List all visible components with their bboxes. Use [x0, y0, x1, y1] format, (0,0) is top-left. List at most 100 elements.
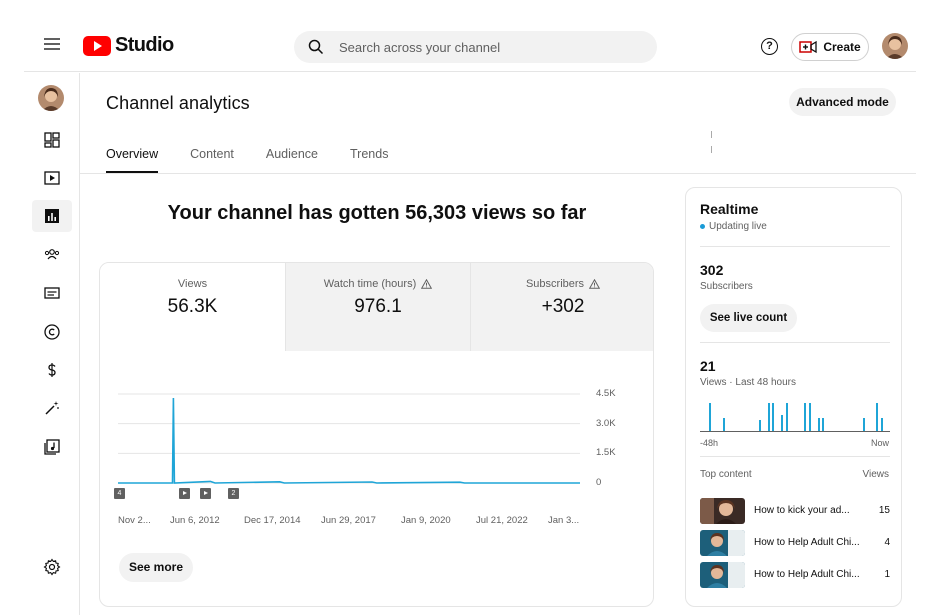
metric-value: +302	[541, 296, 585, 317]
realtime-bar-chart[interactable]	[700, 398, 890, 432]
warning-icon[interactable]	[589, 279, 601, 289]
views-column-label: Views	[862, 469, 890, 480]
gear-icon[interactable]	[43, 558, 61, 576]
analytics-tabs: Overview Content Audience Trends	[106, 147, 420, 173]
realtime-bar	[804, 402, 806, 431]
tab-trends[interactable]: Trends	[350, 147, 389, 161]
tab-content[interactable]: Content	[190, 147, 234, 161]
subscriber-label: Subscribers	[700, 281, 753, 292]
create-video-icon	[799, 40, 817, 54]
top-bar: Studio Search across your channel ? Crea…	[24, 20, 916, 72]
live-status-text: Updating live	[709, 221, 767, 232]
page-title: Channel analytics	[106, 93, 250, 113]
menu-icon[interactable]	[44, 38, 60, 50]
metric-value: 976.1	[354, 296, 402, 317]
metric-label: Views	[177, 278, 208, 290]
realtime-bar	[758, 419, 761, 431]
video-thumbnail	[700, 530, 745, 556]
logo-text: Studio	[115, 34, 174, 56]
live-status: Updating live	[700, 221, 767, 232]
sidebar-item-copyright[interactable]	[32, 316, 72, 348]
event-count-marker[interactable]: 2	[228, 488, 239, 499]
video-views: 1	[884, 569, 890, 580]
video-title: How to kick your ad...	[754, 505, 850, 516]
realtime-bar	[817, 417, 820, 431]
dashboard-icon	[44, 132, 60, 148]
realtime-title: Realtime	[700, 201, 759, 217]
video-marker-icon[interactable]	[200, 488, 211, 499]
search-bar[interactable]: Search across your channel	[294, 31, 657, 63]
divider	[700, 246, 890, 247]
account-avatar[interactable]	[882, 33, 908, 59]
subtitles-icon	[44, 287, 60, 299]
search-input[interactable]: Search across your channel	[339, 39, 501, 55]
metric-views[interactable]: Views 56.3K	[100, 263, 285, 351]
video-thumbnail	[700, 498, 745, 524]
subscriber-count: 302	[700, 262, 724, 278]
realtime-bar	[808, 402, 811, 431]
sidebar-item-subtitles[interactable]	[32, 277, 72, 309]
help-button[interactable]: ?	[761, 38, 778, 55]
realtime-bar	[767, 402, 770, 431]
views-label: Views · Last 48 hours	[700, 377, 796, 388]
realtime-bar	[786, 402, 788, 431]
community-icon	[44, 249, 60, 260]
x-tick-label: Nov 2...	[118, 515, 151, 526]
audio-library-icon	[44, 439, 60, 455]
realtime-bar	[822, 417, 825, 431]
realtime-bar	[781, 414, 784, 431]
views-headline: Your channel has gotten 56,303 views so …	[167, 202, 587, 224]
content-icon	[44, 171, 60, 185]
x-tick-label: Jul 21, 2022	[476, 515, 528, 526]
divider	[700, 342, 890, 343]
tab-divider	[80, 173, 916, 174]
advanced-mode-button[interactable]: Advanced mode	[789, 88, 896, 116]
channel-avatar[interactable]	[38, 85, 64, 111]
stats-card: Views 56.3K Watch time (hours) 976.1 Sub…	[99, 262, 654, 607]
y-tick-label: 3.0K	[596, 417, 616, 429]
video-title: How to Help Adult Chi...	[754, 537, 860, 548]
event-count-marker[interactable]: 4	[114, 488, 125, 499]
studio-logo[interactable]: Studio	[83, 34, 174, 57]
sidebar-item-analytics[interactable]	[32, 200, 72, 232]
sidebar-item-earn[interactable]	[32, 354, 72, 386]
video-title: How to Help Adult Chi...	[754, 569, 860, 580]
realtime-bar	[772, 402, 775, 431]
sidebar-item-audio-library[interactable]	[32, 431, 72, 463]
x-tick-label: Jun 29, 2017	[321, 515, 376, 526]
realtime-bar	[881, 417, 883, 431]
top-content-label: Top content	[700, 469, 752, 480]
dollar-icon	[48, 363, 56, 377]
youtube-logo-icon	[83, 35, 111, 56]
sidebar-item-content[interactable]	[32, 162, 72, 194]
x-tick-label: Jun 6, 2012	[170, 515, 220, 526]
top-content-row[interactable]: How to Help Adult Chi... 4	[700, 530, 890, 556]
create-button[interactable]: Create	[791, 33, 869, 61]
warning-icon[interactable]	[421, 279, 433, 289]
realtime-bar	[722, 417, 725, 431]
top-content-row[interactable]: How to Help Adult Chi... 1	[700, 562, 890, 588]
x-tick-label: Jan 3...	[548, 515, 580, 526]
copyright-icon	[44, 324, 60, 340]
search-icon	[308, 39, 324, 55]
y-tick-label: 0	[596, 477, 602, 488]
video-thumbnail	[700, 562, 745, 588]
metric-label: Watch time (hours)	[323, 278, 417, 290]
metric-watch-time[interactable]: Watch time (hours) 976.1	[285, 263, 470, 351]
sidebar-item-community[interactable]	[32, 238, 72, 270]
tab-overview[interactable]: Overview	[106, 147, 159, 173]
video-marker-icon[interactable]	[179, 488, 190, 499]
top-content-row[interactable]: How to kick your ad... 15	[700, 498, 890, 524]
sidebar-item-customization[interactable]	[32, 392, 72, 424]
sidebar-item-dashboard[interactable]	[32, 124, 72, 156]
realtime-bar	[862, 417, 865, 431]
create-label: Create	[823, 40, 861, 54]
views-series-line[interactable]	[118, 397, 580, 484]
live-dot-icon	[700, 224, 705, 229]
metric-subscribers[interactable]: Subscribers +302	[470, 263, 653, 351]
magic-wand-icon	[45, 401, 59, 415]
tab-audience[interactable]: Audience	[265, 147, 318, 161]
x-tick-label: Dec 17, 2014	[244, 515, 301, 526]
see-more-button[interactable]: See more	[119, 553, 193, 582]
see-live-count-button[interactable]: See live count	[700, 304, 797, 332]
